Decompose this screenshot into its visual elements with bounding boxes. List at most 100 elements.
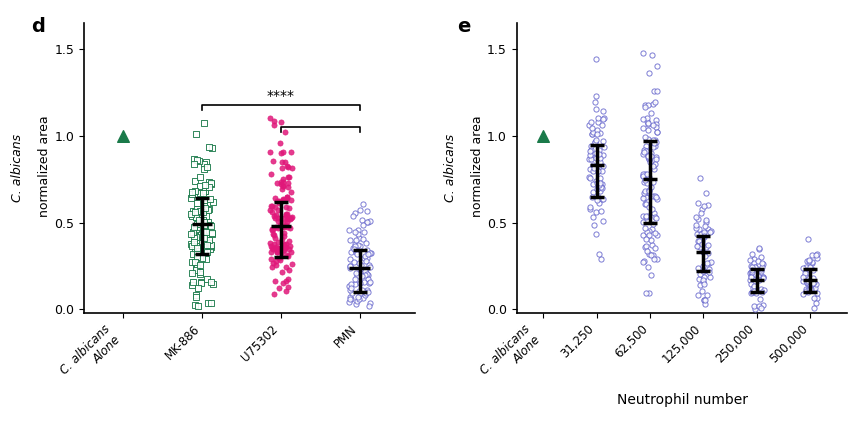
Point <box>353 287 366 294</box>
Point <box>582 203 596 210</box>
Point <box>589 92 603 99</box>
Point <box>699 190 713 197</box>
Point <box>189 214 203 220</box>
Point <box>358 269 372 276</box>
Point <box>343 255 357 262</box>
Point <box>354 268 368 275</box>
Point <box>594 183 608 190</box>
Point <box>271 245 285 251</box>
Text: normalized area: normalized area <box>38 115 51 221</box>
Point <box>346 245 359 251</box>
Point <box>277 241 291 248</box>
Point <box>188 266 202 273</box>
Point <box>281 211 295 218</box>
Point <box>195 190 209 197</box>
Point <box>594 256 608 263</box>
Point <box>281 224 295 231</box>
Point <box>204 222 218 229</box>
Point <box>638 244 652 251</box>
Point <box>810 251 824 257</box>
Point <box>642 152 656 159</box>
Point <box>360 219 374 226</box>
Point <box>272 200 286 206</box>
Point <box>346 259 360 265</box>
Point <box>268 278 282 285</box>
Point <box>641 127 655 134</box>
Point <box>697 233 711 240</box>
Point <box>642 173 656 180</box>
Point <box>700 259 714 266</box>
Point <box>594 129 607 136</box>
Point <box>185 231 199 237</box>
Point <box>639 143 653 150</box>
Point <box>187 301 201 308</box>
Point <box>200 299 214 306</box>
Point <box>743 277 757 284</box>
Point <box>637 190 651 197</box>
Point <box>363 299 377 306</box>
Point <box>689 225 703 232</box>
Point <box>280 251 294 258</box>
Point <box>648 142 662 149</box>
Point <box>689 213 703 220</box>
Point <box>636 125 650 131</box>
Point <box>589 197 603 204</box>
Point <box>745 251 759 257</box>
Point <box>642 156 656 163</box>
Point <box>343 287 357 294</box>
Point <box>696 297 710 304</box>
Point <box>187 208 200 215</box>
Point <box>645 143 658 150</box>
Point <box>184 210 198 217</box>
Point <box>641 120 655 127</box>
Point <box>752 245 766 252</box>
Point <box>274 179 288 186</box>
Point <box>348 243 362 250</box>
Point <box>746 269 759 276</box>
Point <box>797 270 811 276</box>
Point <box>351 251 365 258</box>
Point <box>699 217 713 223</box>
Point <box>280 194 294 201</box>
Point <box>273 257 287 264</box>
Point <box>275 186 289 193</box>
Point <box>274 140 288 147</box>
Point <box>596 195 610 202</box>
Point <box>276 246 290 253</box>
Point <box>810 295 823 302</box>
Point <box>650 124 664 131</box>
Point <box>276 183 290 190</box>
Point <box>355 287 369 293</box>
Point <box>699 244 713 251</box>
Point <box>588 139 601 145</box>
Point <box>203 222 217 229</box>
Point <box>747 264 761 271</box>
Point <box>202 237 216 244</box>
Point <box>194 217 207 224</box>
Point <box>651 196 664 203</box>
Point <box>283 237 296 244</box>
Point <box>264 202 278 209</box>
Point <box>271 207 285 214</box>
Point <box>185 258 199 265</box>
Point <box>200 249 214 256</box>
Point <box>637 171 651 178</box>
Point <box>280 221 294 228</box>
Point <box>206 281 219 288</box>
Point <box>639 147 653 154</box>
Point <box>748 306 762 312</box>
Point <box>187 156 201 163</box>
Point <box>703 229 717 236</box>
Point <box>187 224 201 231</box>
Point <box>586 214 600 220</box>
Point <box>353 265 367 272</box>
Point <box>276 279 289 286</box>
Point <box>592 119 606 126</box>
Point <box>284 249 298 256</box>
Point <box>588 154 602 161</box>
Point <box>203 242 217 249</box>
Point <box>270 244 283 251</box>
Point <box>359 240 373 247</box>
Point <box>695 241 708 248</box>
Point <box>187 258 201 265</box>
